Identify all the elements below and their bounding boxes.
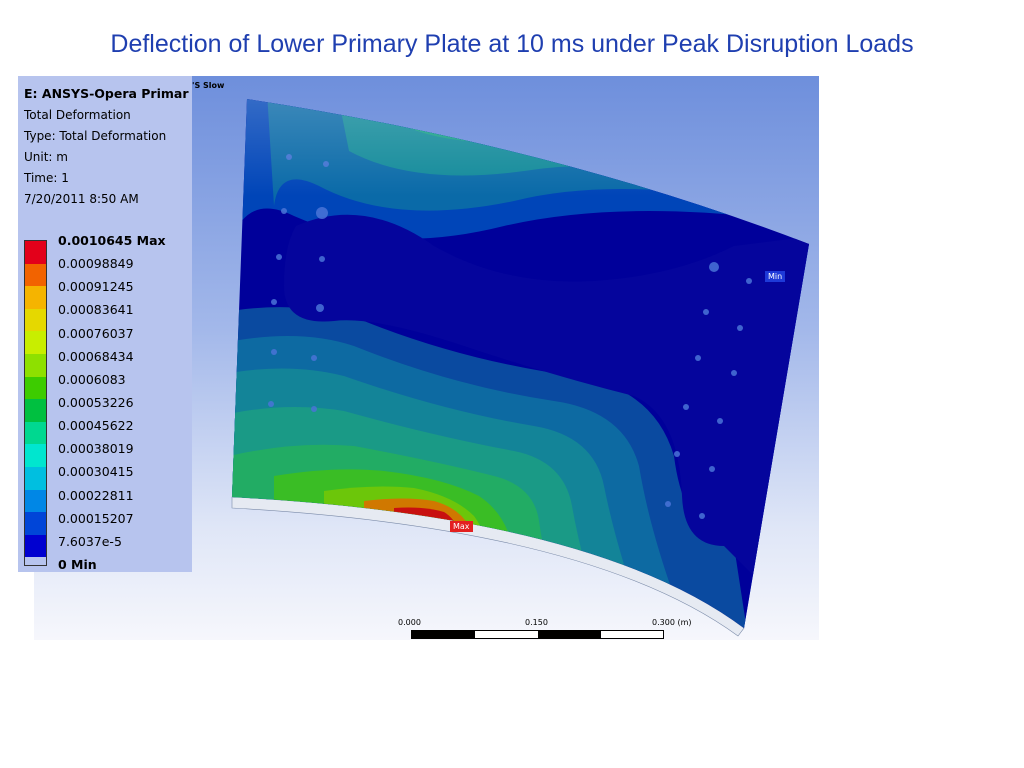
color-bar-swatch — [25, 286, 46, 309]
color-bar-swatch — [25, 534, 46, 558]
legend-value-label: 0.00076037 — [58, 325, 134, 341]
scale-tick-0: 0.000 — [398, 618, 421, 627]
legend-value-label: 0.00083641 — [58, 302, 134, 318]
color-bar-swatch — [25, 241, 46, 264]
slide-title: Deflection of Lower Primary Plate at 10 … — [110, 30, 914, 58]
legend-value-label: 7.6037e-5 — [58, 533, 122, 549]
color-bar — [24, 240, 47, 566]
max-marker: Max — [450, 521, 473, 532]
result-unit: Unit: m — [24, 150, 68, 164]
legend-value-label: 0.00038019 — [58, 441, 134, 457]
legend-value-label: 0.00053226 — [58, 395, 134, 410]
legend-panel[interactable]: E: ANSYS-Opera Primar Total Deformation … — [18, 76, 192, 572]
legend-value-label: 0.0006083 — [58, 371, 126, 387]
color-bar-swatch — [25, 512, 46, 535]
result-type: Type: Total Deformation — [24, 129, 167, 143]
scale-tick-2: 0.300 (m) — [652, 618, 692, 627]
deformation-contour-plot[interactable] — [34, 76, 819, 640]
legend-value-label: 0.00091245 — [58, 279, 134, 295]
legend-value-label: 0.0010645 Max — [58, 233, 166, 248]
result-title: E: ANSYS-Opera Primar — [24, 86, 189, 101]
legend-value-label: 0.00045622 — [58, 418, 134, 434]
min-deformation-region — [284, 214, 809, 628]
min-marker: Min — [765, 271, 786, 282]
legend-value-label: 0.00015207 — [58, 510, 134, 526]
color-bar-swatch — [25, 444, 46, 467]
color-bar-swatch — [25, 376, 46, 400]
legend-value-label: 0.00022811 — [58, 487, 134, 503]
color-bar-swatch — [25, 466, 46, 490]
scale-tick-1: 0.150 — [525, 618, 548, 627]
legend-value-label: 0.00030415 — [58, 464, 134, 480]
color-bar-swatch — [25, 353, 46, 377]
legend-value-label: 0.00068434 — [58, 348, 134, 364]
legend-value-label: 0 Min — [58, 557, 97, 572]
color-bar-swatch — [25, 421, 46, 445]
color-bar-swatch — [25, 263, 46, 287]
result-time: Time: 1 — [24, 171, 69, 185]
graphics-viewport[interactable]: Max Min — [34, 76, 819, 640]
color-bar-swatch — [25, 308, 46, 332]
result-timestamp: 7/20/2011 8:50 AM — [24, 192, 139, 206]
legend-value-label: 0.00098849 — [58, 256, 134, 272]
color-bar-swatch — [25, 331, 46, 354]
scale-bar-graphic — [411, 630, 664, 639]
color-bar-swatch — [25, 399, 46, 422]
color-bar-swatch — [25, 489, 46, 513]
result-title-overflow: 'S Slow — [192, 81, 225, 90]
result-name: Total Deformation — [24, 108, 131, 122]
scale-bar: 0.000 0.150 0.300 (m) — [398, 618, 698, 644]
